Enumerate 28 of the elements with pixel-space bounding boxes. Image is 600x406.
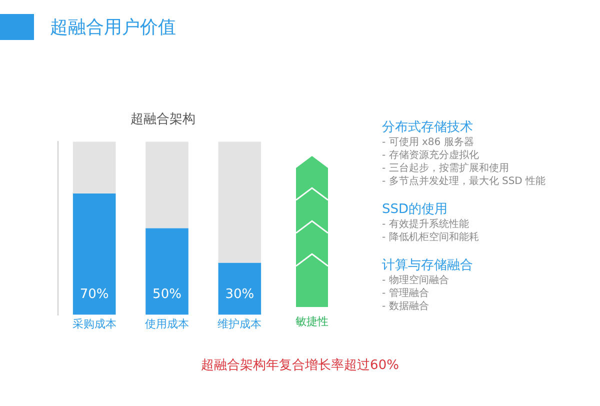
data-label: 30% — [225, 287, 254, 302]
text: - 物理空间融合 — [382, 274, 450, 287]
text: 分布式存储技术 — [382, 119, 474, 136]
text: - 三台起步，按需扩展和使用 — [382, 162, 510, 175]
bar — [72, 142, 116, 194]
x-tick-label: 采购成本 — [72, 317, 116, 330]
text: - 管理融合 — [382, 287, 430, 300]
text: - 存储资源充分虚拟化 — [382, 149, 480, 162]
bar — [146, 228, 188, 315]
text: - 可使用 x86 服务器 — [382, 136, 475, 149]
bar — [218, 262, 262, 315]
text: 超融合架构年复合增长率超过60% — [200, 357, 400, 374]
x-tick-label: 维护成本 — [218, 317, 262, 330]
text: - 数据融合 — [382, 300, 430, 313]
text: SSD的使用 — [382, 201, 449, 218]
x-tick-label: 使用成本 — [145, 317, 189, 330]
bar — [146, 142, 188, 228]
text: - 多节点并发处理，最大化 SSD 性能 — [382, 175, 547, 188]
bar — [218, 142, 262, 263]
text: 敏捷性 — [294, 314, 330, 329]
text: - 有效提升系统性能 — [382, 218, 470, 231]
data-label: 50% — [152, 287, 182, 302]
data-label: 70% — [80, 287, 109, 302]
chart-title: 超融合用户价值 — [50, 16, 176, 39]
bar — [72, 194, 116, 315]
text: - 降低机柜空间和能耗 — [382, 231, 480, 244]
text: 计算与存储融合 — [382, 257, 474, 274]
chart-subtitle: 超融合架构 — [130, 112, 196, 128]
